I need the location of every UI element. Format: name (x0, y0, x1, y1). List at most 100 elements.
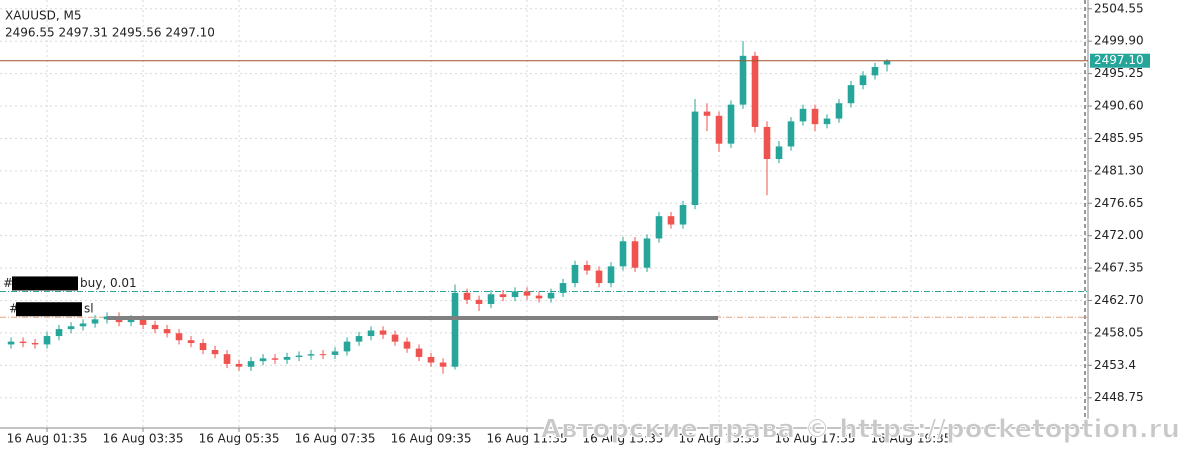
candle-body (763, 126, 771, 160)
candle-body (787, 121, 795, 147)
candle-body (283, 356, 291, 360)
candle-body (679, 205, 687, 225)
candle-body (475, 299, 483, 304)
drawn-line (107, 316, 718, 320)
candle-body (631, 241, 639, 268)
x-tick-label: 16 Aug 13:35 (583, 432, 664, 446)
ohlc-header: 2496.55 2497.31 2495.56 2497.10 (5, 26, 215, 40)
y-tick-label: 2481.30 (1094, 163, 1144, 177)
candle-body (871, 66, 879, 76)
candle-body (559, 283, 567, 293)
y-tick-label: 2448.75 (1094, 390, 1144, 404)
candle-body (739, 55, 747, 105)
candle-body (19, 341, 27, 344)
candle-body (451, 292, 459, 367)
candle-body (271, 358, 279, 360)
candle-body (223, 354, 231, 364)
candle-body (415, 348, 423, 357)
order-prefix: # (9, 302, 19, 316)
candle-body (91, 319, 99, 324)
candle-body (523, 291, 531, 296)
y-tick-label: 2499.90 (1094, 34, 1144, 48)
candle-body (811, 108, 819, 125)
candle-body (571, 264, 579, 284)
candle-body (655, 216, 663, 239)
candle-body (715, 115, 723, 144)
y-tick-label: 2458.05 (1094, 325, 1144, 339)
candle-body (175, 333, 183, 341)
candle-body (643, 238, 651, 268)
candle-body (847, 85, 855, 104)
y-tick-label: 2467.35 (1094, 261, 1144, 275)
x-tick-label: 16 Aug 11:35 (487, 432, 568, 446)
candle-body (403, 341, 411, 349)
watermark: Авторские права © https://pocketoption.r… (541, 415, 1180, 445)
candle-body (199, 343, 207, 350)
x-tick-label: 16 Aug 09:35 (391, 432, 472, 446)
x-tick-label: 16 Aug 19:35 (871, 432, 952, 446)
order-prefix: # (3, 276, 13, 290)
candle-body (319, 354, 327, 356)
candle-body (799, 108, 807, 122)
candle-body (583, 264, 591, 271)
candle-body (619, 241, 627, 267)
candle-body (511, 291, 519, 298)
candle-body (835, 103, 843, 119)
price-tag-label: 2497.10 (1094, 53, 1144, 67)
candle-body (439, 362, 447, 367)
price-tag (1090, 53, 1150, 68)
x-tick-label: 16 Aug 07:35 (295, 432, 376, 446)
candle-body (667, 216, 675, 225)
x-tick-label: 16 Aug 05:35 (199, 432, 280, 446)
candle-body (883, 60, 891, 65)
y-tick-label: 2453.4 (1094, 358, 1136, 372)
candle-body (31, 343, 39, 345)
candle-body (727, 104, 735, 144)
candle-body (127, 319, 135, 323)
candle-body (7, 341, 15, 345)
y-tick-label: 2462.70 (1094, 293, 1144, 307)
candle-body (463, 292, 471, 300)
candle-body (691, 111, 699, 206)
chart-title: XAUUSD, M5 (5, 9, 81, 23)
candle-body (355, 336, 363, 342)
candle-body (331, 351, 339, 355)
candle-body (367, 330, 375, 337)
candle-body (535, 295, 543, 299)
y-tick-label: 2476.65 (1094, 196, 1144, 210)
order-label: buy, 0.01 (80, 276, 137, 290)
x-tick-label: 16 Aug 15:35 (679, 432, 760, 446)
candle-body (295, 355, 303, 357)
labels: 2504.55 2499.90 2495.25 2490.60 2485.95 2481.… (0, 1, 1150, 446)
y-tick-label: 2490.60 (1094, 99, 1144, 113)
candle-body (379, 330, 387, 335)
candle-body (235, 363, 243, 367)
candle-body (607, 266, 615, 284)
candle-body (391, 334, 399, 342)
redacted-id (12, 276, 78, 291)
candle-body (43, 336, 51, 345)
candle-body (823, 118, 831, 125)
candle-body (427, 356, 435, 363)
candle-body (859, 75, 867, 86)
candle-body (211, 349, 219, 355)
candle-body (703, 111, 711, 116)
y-tick-label: 2495.25 (1094, 66, 1144, 80)
candle-body (139, 319, 147, 325)
candle-body (247, 361, 255, 367)
candle-body (151, 324, 159, 330)
x-tick-label: 16 Aug 01:35 (7, 432, 88, 446)
candle-body (499, 294, 507, 298)
candle-body (487, 294, 495, 304)
candle-body (547, 292, 555, 299)
y-tick-label: 2485.95 (1094, 131, 1144, 145)
x-tick-label: 16 Aug 03:35 (103, 432, 184, 446)
candle-body (163, 329, 171, 334)
candle-body (67, 326, 75, 330)
redacted-id (16, 302, 82, 317)
candle-body (751, 55, 759, 127)
candle-body (259, 358, 267, 362)
candle-body (55, 329, 63, 337)
